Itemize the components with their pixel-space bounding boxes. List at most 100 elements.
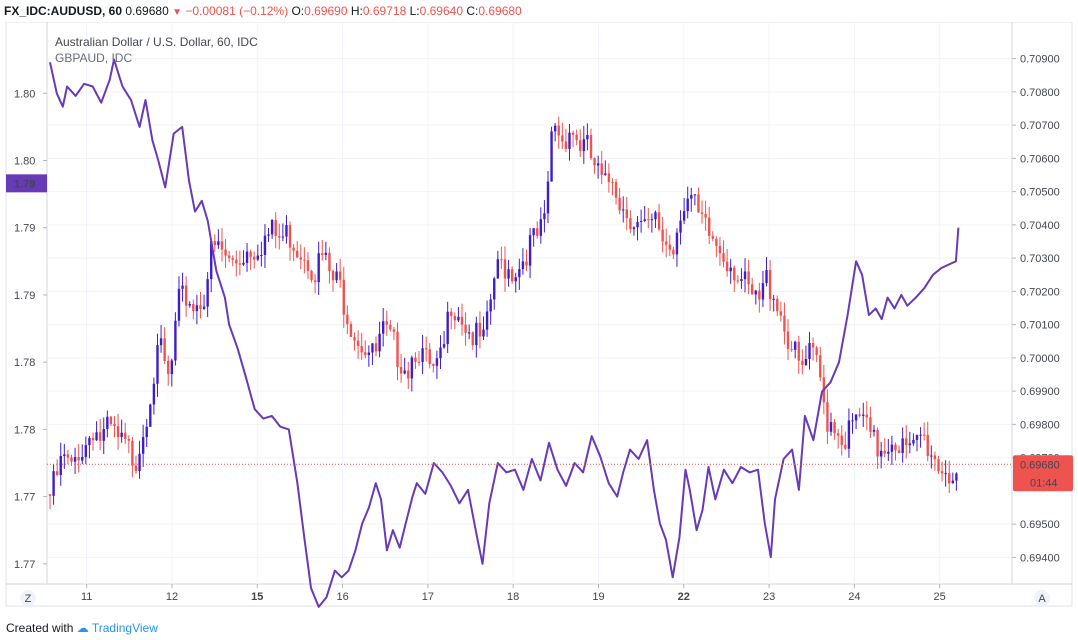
candle-body	[553, 125, 557, 132]
candle-body	[163, 338, 166, 361]
candle-body	[672, 249, 675, 255]
candle-body	[349, 324, 353, 337]
candle-body	[149, 404, 152, 427]
candle-body	[263, 235, 267, 255]
candle-body	[464, 324, 467, 333]
candle-body	[360, 346, 363, 353]
high-value: 0.69718	[362, 4, 407, 18]
candle-body	[66, 454, 70, 458]
candle-body	[622, 209, 625, 211]
x-tick-label: 25	[934, 591, 946, 603]
candle-body	[217, 241, 220, 246]
right-price-axis[interactable]: 0.70900 0.70800 0.70700 0.70600 0.70500 0.704…	[1012, 54, 1060, 565]
candle-body	[231, 258, 234, 260]
candle-body	[385, 321, 388, 325]
candle-body	[654, 212, 657, 220]
time-axis[interactable]: 11 12 15 16 17 18 19 22 23 24 25	[81, 584, 946, 603]
candle-body	[729, 267, 732, 272]
candle-body	[106, 416, 109, 430]
left-price-axis[interactable]: 1.80 1.80 1.79 1.79 1.78 1.78 1.77 1.77	[14, 88, 47, 571]
candle-body	[335, 271, 338, 281]
candle-body	[937, 459, 940, 472]
candle-body	[156, 345, 159, 384]
gbpaud-series-line	[49, 58, 960, 608]
candle-body	[955, 473, 958, 481]
candle-body	[697, 194, 700, 213]
candle-body	[503, 259, 507, 279]
candle-body	[274, 219, 277, 236]
compare-series-legend[interactable]: GBPAUD, IDC	[55, 51, 132, 65]
chart-canvas[interactable]: 0.70900 0.70800 0.70700 0.70600 0.70500 0.704…	[0, 21, 1078, 616]
left-tick-label: 1.80	[14, 88, 35, 100]
candle-body	[288, 225, 292, 248]
candle-body	[113, 424, 116, 427]
candle-body	[550, 131, 553, 182]
main-series-legend[interactable]: Australian Dollar / U.S. Dollar, 60, IDC	[55, 35, 258, 49]
candle-body	[109, 416, 113, 425]
candle-body	[707, 217, 711, 236]
candle-body	[446, 311, 449, 345]
auto-scale-button[interactable]	[1034, 590, 1050, 606]
right-tick-label: 0.70200	[1020, 286, 1060, 298]
left-scale-button[interactable]	[20, 590, 36, 606]
created-with-text: Created with	[6, 621, 74, 635]
candle-body	[338, 271, 342, 280]
candle-body	[586, 134, 589, 140]
x-tick-label: 17	[422, 591, 434, 603]
x-tick-label: 19	[592, 591, 604, 603]
candle-body	[912, 439, 915, 444]
left-tick-label: 1.77	[14, 492, 35, 504]
candle-body	[679, 220, 682, 233]
candle-body	[141, 437, 145, 454]
candle-body	[844, 444, 847, 449]
left-tick-label: 1.79	[14, 223, 35, 235]
candle-body	[457, 316, 460, 321]
candle-countdown-label: 01:44	[1030, 477, 1058, 489]
tradingview-logo-icon[interactable]: ☁	[76, 621, 89, 635]
candle-body	[152, 383, 156, 405]
candle-body	[564, 141, 568, 149]
candle-body	[894, 444, 897, 451]
last-price-badge-label: 0.69680	[1020, 459, 1060, 471]
candle-body	[872, 429, 876, 432]
candle-body	[725, 261, 729, 272]
candle-body	[478, 322, 482, 337]
candle-body	[543, 213, 546, 220]
candle-body	[618, 197, 621, 211]
candle-body	[292, 247, 295, 251]
candle-body	[539, 219, 543, 236]
candle-body	[847, 420, 851, 449]
candle-body	[833, 422, 836, 434]
last-price-line: 0.69680 01:44 1.79	[6, 174, 1073, 492]
candle-body	[202, 306, 206, 310]
candle-body	[356, 340, 360, 347]
low-label: L:	[409, 4, 420, 18]
candle-body	[120, 432, 123, 438]
candle-body	[81, 456, 84, 461]
candle-body	[227, 255, 231, 259]
candle-body	[772, 298, 775, 300]
auto-scale-label: A	[1038, 593, 1046, 605]
chart-area[interactable]: 0.70900 0.70800 0.70700 0.70600 0.70500 0.704…	[0, 21, 1078, 616]
candle-body	[647, 219, 650, 221]
candle-body	[740, 279, 743, 281]
candle-body	[206, 279, 209, 307]
candle-body	[102, 429, 105, 441]
candle-body	[675, 232, 679, 255]
right-tick-label: 0.70900	[1020, 54, 1060, 66]
candle-body	[915, 435, 919, 440]
candle-body	[682, 211, 686, 221]
candle-body	[528, 235, 532, 266]
right-tick-label: 0.70400	[1020, 220, 1060, 232]
right-tick-label: 0.70000	[1020, 353, 1060, 365]
candle-body	[371, 343, 374, 353]
candle-body	[532, 228, 535, 236]
candle-body	[131, 440, 134, 466]
candle-body	[665, 241, 668, 245]
symbol-label[interactable]: FX_IDC:AUDUSD, 60	[4, 4, 123, 18]
candle-body	[657, 212, 661, 230]
tradingview-brand[interactable]: TradingView	[91, 621, 158, 635]
candle-body	[410, 357, 414, 379]
right-tick-label: 0.70500	[1020, 187, 1060, 199]
candle-body	[91, 437, 95, 441]
